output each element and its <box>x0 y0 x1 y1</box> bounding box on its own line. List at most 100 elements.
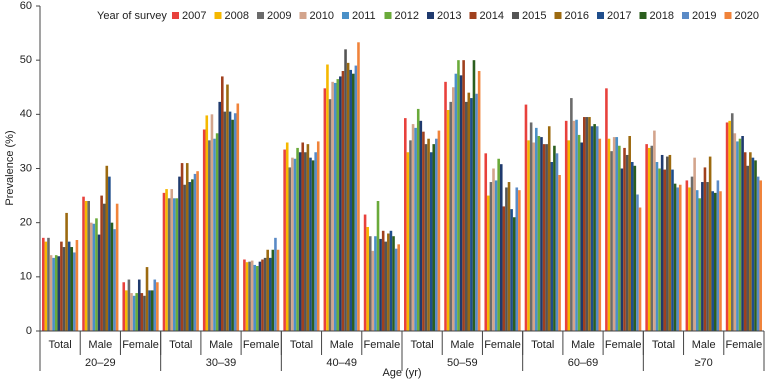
legend-swatch <box>512 12 519 19</box>
bar <box>527 140 530 331</box>
bar <box>404 118 407 331</box>
bar <box>285 142 289 331</box>
bar <box>218 101 221 331</box>
bar <box>274 237 277 331</box>
bar <box>741 136 744 331</box>
bar <box>276 249 280 331</box>
bar <box>100 195 103 331</box>
bar <box>472 60 476 332</box>
legend-label: 2010 <box>310 10 334 22</box>
bar <box>49 255 53 331</box>
legend-swatch <box>384 12 392 19</box>
bar <box>263 257 267 331</box>
legend-label: 2015 <box>522 10 546 22</box>
bar <box>54 255 58 331</box>
legend-label: 2013 <box>437 10 461 22</box>
legend-swatch <box>469 12 477 19</box>
bar <box>368 236 372 331</box>
bar <box>545 144 548 331</box>
y-axis-title: Prevalence (%) <box>4 130 16 205</box>
bar <box>451 87 455 331</box>
bar <box>730 113 734 331</box>
bar <box>261 259 264 331</box>
bar <box>296 147 299 331</box>
legend-title: Year of survey <box>97 10 167 22</box>
bar <box>419 120 423 331</box>
bar <box>575 119 578 331</box>
bar <box>122 282 126 331</box>
y-tick-label: 10 <box>20 271 32 283</box>
legend-label: 2011 <box>352 10 376 22</box>
bar <box>406 152 410 331</box>
bar <box>666 156 669 331</box>
bar <box>647 147 651 331</box>
bar <box>671 169 674 331</box>
bar <box>215 133 219 331</box>
bar <box>397 244 400 331</box>
legend-swatch <box>554 12 562 19</box>
bar <box>314 152 317 331</box>
bar <box>553 145 556 331</box>
bar <box>143 295 146 331</box>
bar <box>497 158 500 331</box>
bar <box>542 144 546 331</box>
bar <box>374 236 377 331</box>
bar <box>759 180 762 331</box>
bar <box>89 222 93 331</box>
x-axis-title: Age (yr) <box>382 367 421 379</box>
bar <box>628 136 631 331</box>
bar <box>668 154 672 331</box>
bar <box>326 64 329 331</box>
bar <box>422 131 425 331</box>
bar <box>185 163 189 331</box>
bar <box>746 165 750 331</box>
bar <box>250 260 254 331</box>
bar <box>492 168 495 331</box>
bar <box>572 120 576 331</box>
bar <box>429 152 433 331</box>
bar <box>304 152 307 331</box>
bar <box>467 92 471 332</box>
bar <box>701 182 704 331</box>
bar <box>716 180 720 331</box>
bar <box>655 162 659 331</box>
bar <box>558 175 561 331</box>
bar <box>424 144 428 331</box>
bar <box>645 144 648 331</box>
bar <box>165 189 168 331</box>
legend-swatch <box>597 12 604 19</box>
bar <box>756 176 760 331</box>
group-label: 50–59 <box>447 357 478 369</box>
bar <box>708 156 712 331</box>
legend-label: 2009 <box>267 10 291 22</box>
bar <box>484 153 488 331</box>
bar <box>73 252 76 331</box>
x-tick-label: Total <box>48 339 71 351</box>
x-tick-label: Male <box>209 339 233 351</box>
legend-label: 2008 <box>225 10 249 22</box>
bar <box>52 257 55 331</box>
bar <box>633 165 637 331</box>
bar <box>226 84 229 332</box>
legend-swatch <box>214 12 222 19</box>
legend-swatch <box>682 12 689 19</box>
bar <box>446 110 450 331</box>
bar <box>92 223 96 331</box>
bar <box>489 182 493 331</box>
legend-swatch <box>257 12 264 19</box>
y-tick-label: 0 <box>26 325 32 337</box>
bar <box>512 217 516 331</box>
bar <box>339 76 342 332</box>
legend-label: 2007 <box>182 10 206 22</box>
x-tick-label: Female <box>726 339 763 351</box>
bar <box>140 293 144 331</box>
bar <box>266 249 269 331</box>
bar <box>384 241 388 331</box>
bar <box>464 101 468 331</box>
bar <box>228 111 232 331</box>
bar <box>178 176 181 331</box>
bar <box>183 184 186 331</box>
legend-swatch <box>427 12 434 19</box>
bar <box>156 282 159 331</box>
x-tick-label: Male <box>692 339 716 351</box>
